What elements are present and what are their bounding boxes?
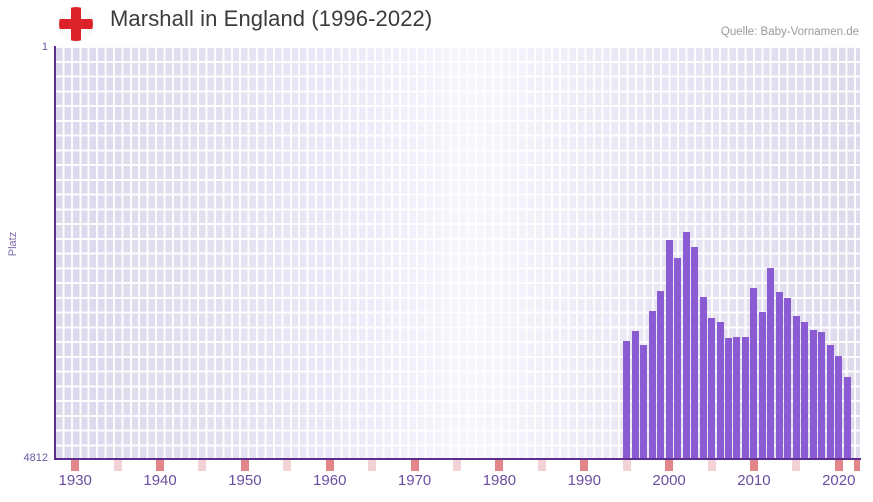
x-axis-labels: 1930 1940 1950 1960 1970 1980 1990 2000 2010 2020 bbox=[54, 472, 860, 496]
bar-series bbox=[54, 46, 860, 459]
x-axis-tick-markers bbox=[54, 460, 860, 472]
bar-2011[interactable] bbox=[758, 312, 766, 459]
x-tick-marker-1975 bbox=[453, 460, 461, 471]
x-axis-label-1970: 1970 bbox=[397, 472, 432, 489]
x-tick-marker-1990 bbox=[580, 460, 589, 471]
x-axis-label-1930: 1930 bbox=[58, 472, 92, 489]
x-tick-marker-1930 bbox=[71, 460, 80, 471]
bar-1998[interactable] bbox=[648, 311, 656, 459]
x-axis-label-1950: 1950 bbox=[228, 472, 262, 489]
x-tick-marker-1995 bbox=[622, 460, 631, 471]
bar-2004[interactable] bbox=[699, 297, 707, 459]
x-tick-marker-1940 bbox=[156, 460, 165, 471]
bar-2015[interactable] bbox=[792, 316, 800, 459]
bar-2000[interactable] bbox=[665, 240, 673, 459]
bar-2014[interactable] bbox=[784, 298, 792, 459]
bar-2021[interactable] bbox=[843, 377, 851, 459]
bar-2008[interactable] bbox=[733, 337, 741, 459]
x-axis-line bbox=[54, 458, 861, 460]
bar-2017[interactable] bbox=[809, 330, 817, 459]
y-axis-line bbox=[54, 46, 56, 460]
bar-1996[interactable] bbox=[631, 331, 639, 459]
x-tick-marker-1980 bbox=[495, 460, 504, 471]
x-tick-marker-1985 bbox=[537, 460, 546, 471]
bar-1997[interactable] bbox=[640, 345, 648, 459]
y-axis-title: Platz bbox=[7, 231, 19, 257]
x-tick-marker-1935 bbox=[113, 460, 122, 471]
chart-header: Marshall in England (1996-2022) Quelle: … bbox=[0, 0, 873, 46]
bar-2012[interactable] bbox=[767, 268, 775, 459]
x-tick-marker-1960 bbox=[325, 460, 334, 471]
england-flag-icon bbox=[59, 7, 93, 41]
x-tick-marker-1950 bbox=[240, 460, 249, 471]
bar-2009[interactable] bbox=[741, 337, 749, 459]
bar-2013[interactable] bbox=[775, 292, 783, 459]
x-tick-marker-2020 bbox=[834, 460, 843, 471]
bar-2019[interactable] bbox=[826, 345, 834, 459]
bar-2018[interactable] bbox=[818, 332, 826, 459]
x-axis-label-2010: 2010 bbox=[737, 472, 771, 489]
x-tick-marker-2005 bbox=[707, 460, 716, 471]
x-axis-label-2000: 2000 bbox=[652, 472, 686, 489]
bar-2007[interactable] bbox=[724, 338, 732, 459]
x-tick-marker-2015 bbox=[792, 460, 801, 471]
x-tick-marker-1965 bbox=[368, 460, 377, 471]
bar-2010[interactable] bbox=[750, 288, 758, 459]
bar-1995[interactable] bbox=[623, 341, 631, 459]
x-tick-marker-1970 bbox=[410, 460, 419, 471]
plot-area bbox=[54, 46, 860, 459]
x-tick-marker-1955 bbox=[283, 460, 292, 471]
x-tick-marker-end bbox=[854, 460, 860, 471]
page-title: Marshall in England (1996-2022) bbox=[110, 6, 433, 31]
y-axis-min-label: 4812 bbox=[23, 452, 48, 464]
bar-2016[interactable] bbox=[801, 322, 809, 459]
x-axis-label-1960: 1960 bbox=[313, 472, 347, 489]
bar-2002[interactable] bbox=[682, 232, 690, 459]
x-tick-marker-2000 bbox=[665, 460, 674, 471]
x-axis-label-1940: 1940 bbox=[143, 472, 177, 489]
bar-2006[interactable] bbox=[716, 322, 724, 459]
bar-2020[interactable] bbox=[835, 356, 843, 459]
flag-cross-vertical bbox=[71, 7, 81, 41]
source-attribution: Quelle: Baby-Vornamen.de bbox=[720, 26, 859, 38]
x-axis-label-1990: 1990 bbox=[567, 472, 601, 489]
x-axis-label-2020: 2020 bbox=[822, 472, 856, 489]
bar-2005[interactable] bbox=[708, 318, 716, 459]
y-axis-max-label: 1 bbox=[41, 41, 48, 53]
bar-2001[interactable] bbox=[674, 258, 682, 459]
x-tick-marker-1945 bbox=[198, 460, 207, 471]
x-axis-label-1980: 1980 bbox=[482, 472, 517, 489]
bar-1999[interactable] bbox=[657, 291, 665, 459]
x-tick-marker-2010 bbox=[749, 460, 758, 471]
bar-2003[interactable] bbox=[691, 247, 699, 459]
